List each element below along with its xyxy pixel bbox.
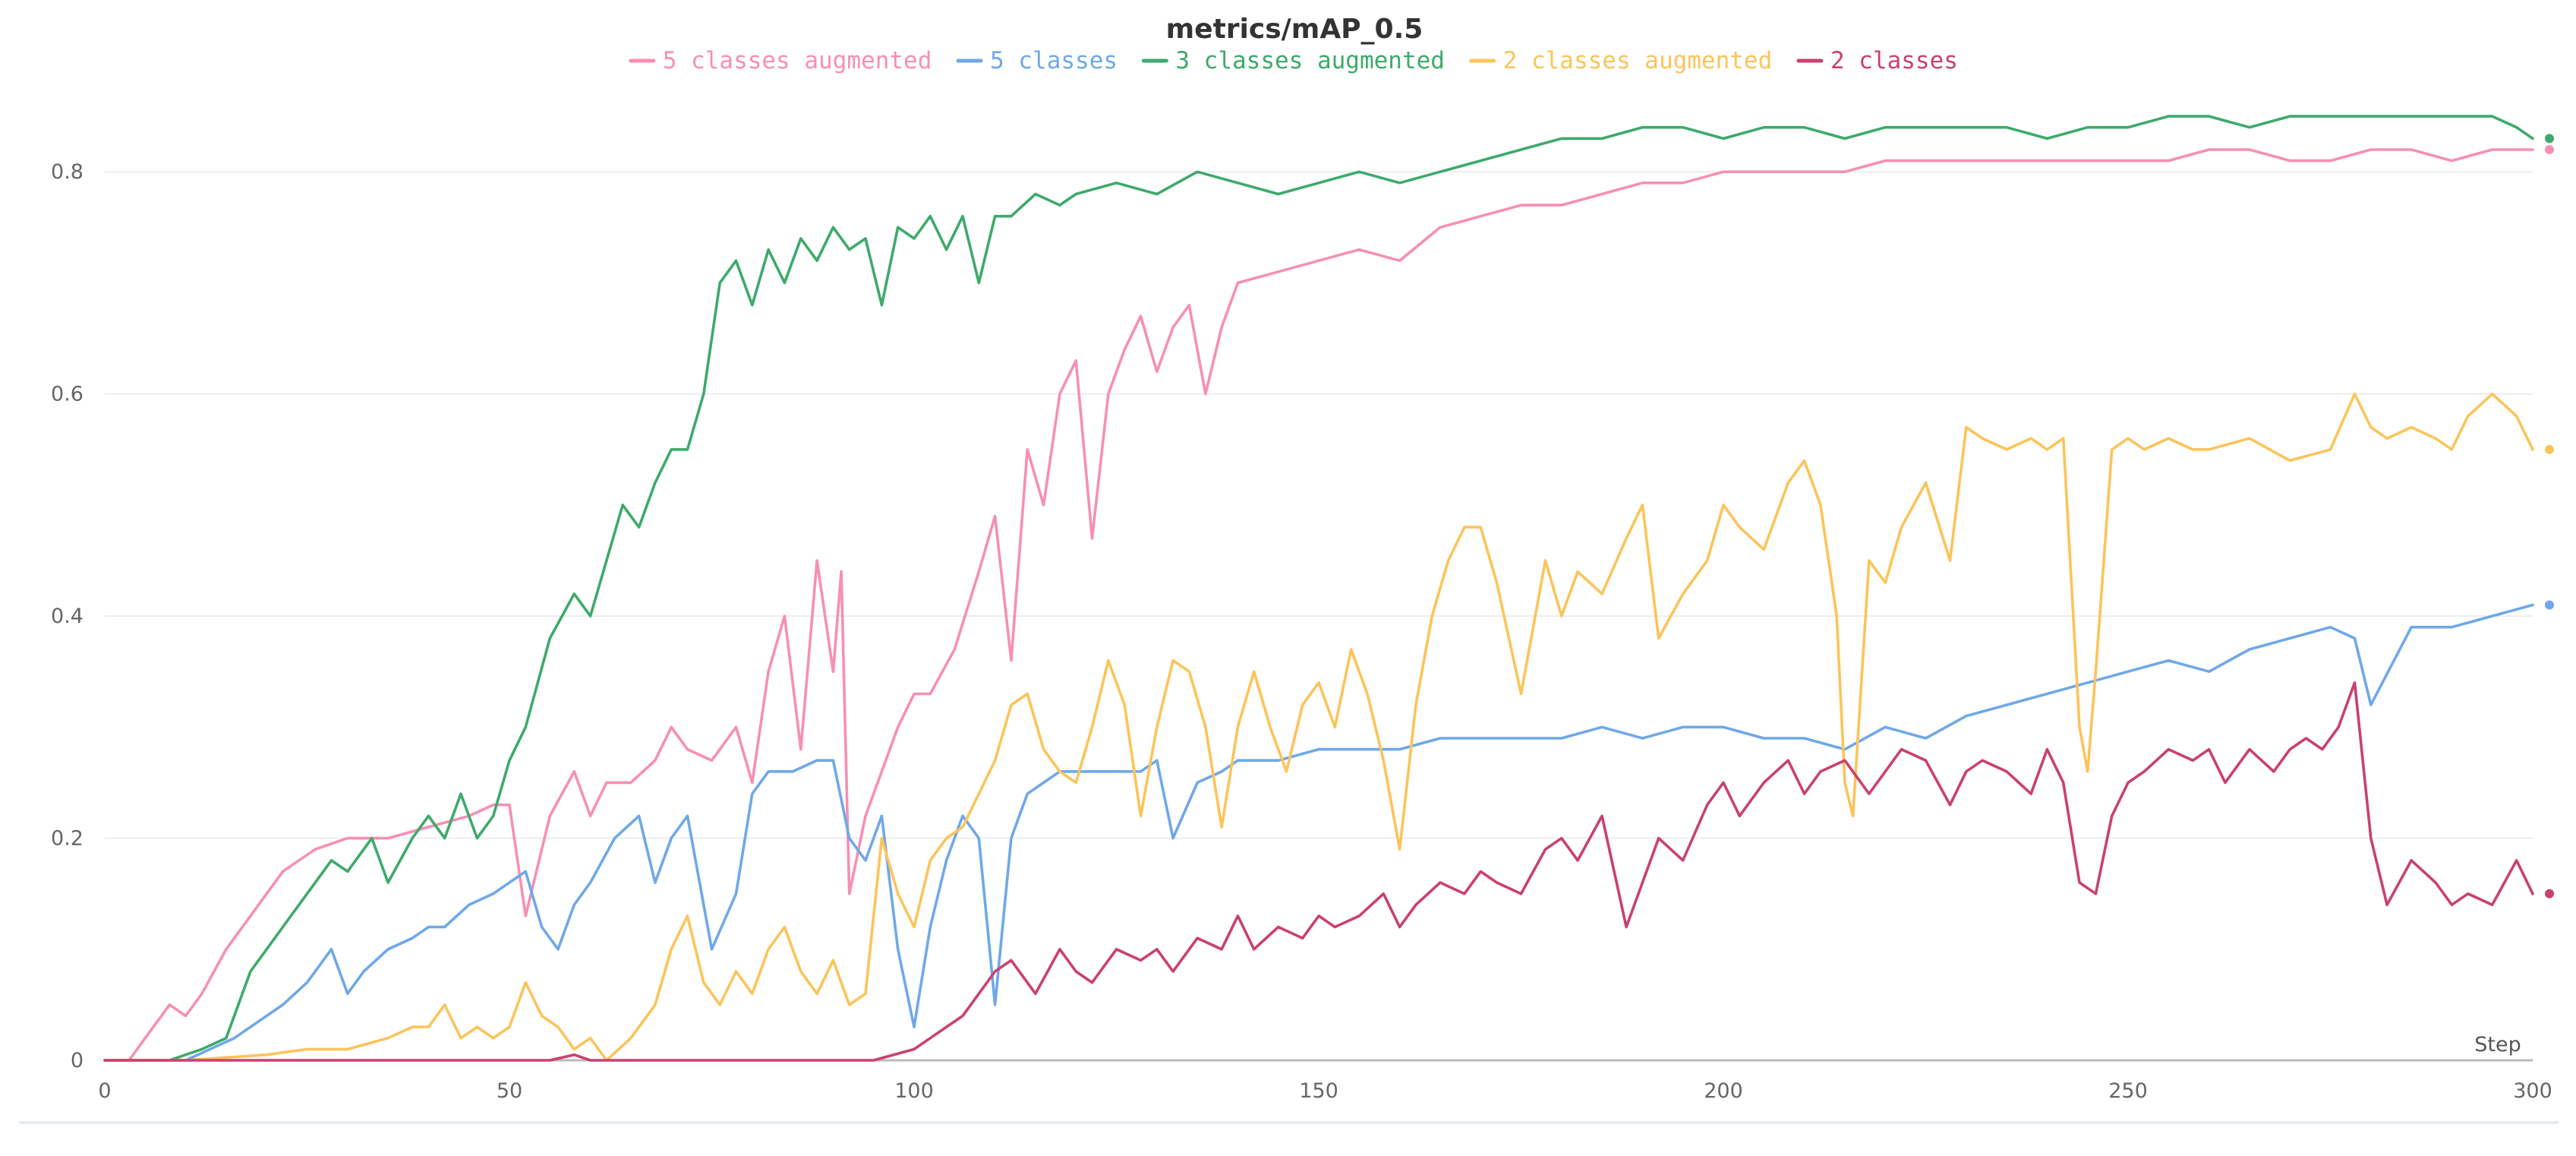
y-tick-label: 0.6 (51, 383, 84, 406)
legend-item[interactable]: 3 classes augmented (1141, 47, 1445, 74)
x-tick-label: 50 (497, 1079, 522, 1103)
series-line-1 (103, 603, 2534, 1062)
legend-item[interactable]: 2 classes augmented (1469, 47, 1773, 74)
legend-label: 3 classes augmented (1175, 47, 1445, 74)
x-axis-label: Step (2474, 1033, 2521, 1057)
legend-item[interactable]: 2 classes (1796, 47, 1958, 74)
x-tick-label: 300 (2513, 1079, 2552, 1103)
legend-label: 5 classes augmented (663, 47, 932, 74)
series-line-0 (103, 148, 2534, 1062)
legend-label: 5 classes (990, 47, 1118, 74)
series-lines (103, 115, 2534, 1062)
legend-item[interactable]: 5 classes (956, 47, 1118, 74)
series-line-4 (103, 681, 2534, 1062)
x-tick-label: 200 (1704, 1079, 1743, 1103)
y-tick-label: 0.2 (51, 827, 84, 851)
legend-label: 2 classes (1830, 47, 1958, 74)
y-tick-label: 0.4 (51, 605, 84, 628)
y-tick-label: 0.8 (51, 160, 84, 184)
legend-label: 2 classes augmented (1503, 47, 1773, 74)
series-end-marker (2545, 600, 2554, 610)
series-end-marker (2545, 134, 2554, 144)
series-end-marker (2545, 144, 2554, 154)
series-end-marker (2545, 444, 2554, 454)
chart-title: metrics/mAP_0.5 (1166, 14, 1424, 45)
x-tick-label: 0 (98, 1079, 111, 1103)
x-tick-labels: 0 50 100 150 200 250 300 (98, 1079, 2552, 1103)
series-end-markers (2545, 134, 2554, 899)
y-tick-label: 0 (71, 1049, 84, 1072)
legend-item[interactable]: 5 classes augmented (629, 47, 932, 74)
x-tick-label: 150 (1299, 1079, 1338, 1103)
series-line-3 (103, 392, 2534, 1062)
x-tick-label: 100 (894, 1079, 934, 1103)
x-tick-label: 250 (2108, 1079, 2148, 1103)
legend: 5 classes augmented 5 classes 3 classes au… (629, 47, 1958, 74)
y-tick-labels: 0 0.2 0.4 0.6 0.8 (51, 160, 84, 1072)
series-line-2 (103, 115, 2534, 1062)
series-end-marker (2545, 889, 2554, 899)
gridlines (105, 171, 2533, 839)
